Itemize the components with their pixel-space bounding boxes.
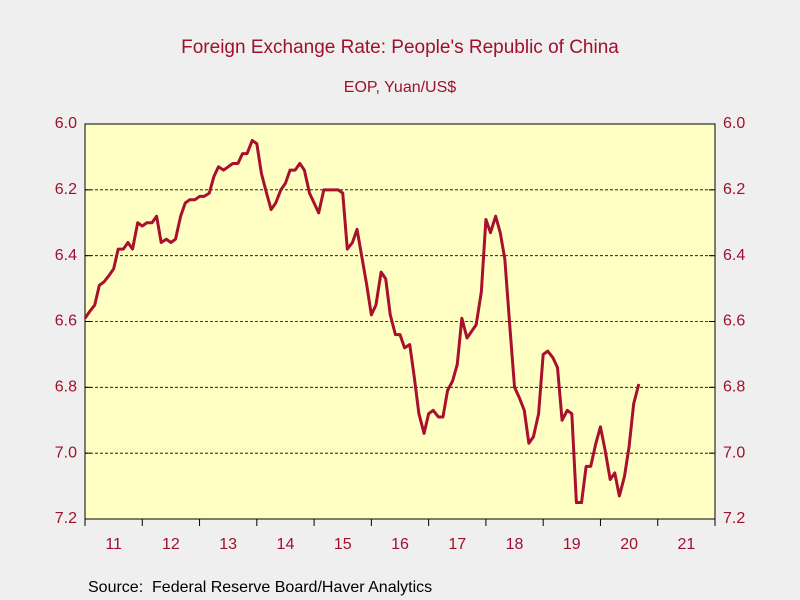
y2-tick-label: 6.6 <box>723 313 745 330</box>
x-tick-label: 14 <box>277 536 295 553</box>
y2-tick-label: 6.0 <box>723 115 745 132</box>
x-tick-label: 17 <box>448 536 466 553</box>
y2-tick-label: 6.8 <box>723 379 745 396</box>
source-note: Source: Federal Reserve Board/Haver Anal… <box>88 579 432 596</box>
x-tick-label: 19 <box>563 536 581 553</box>
x-tick-label: 20 <box>620 536 638 553</box>
chart-subtitle: EOP, Yuan/US$ <box>344 79 456 96</box>
y-tick-label: 6.0 <box>55 115 77 132</box>
y-tick-label: 6.8 <box>55 379 77 396</box>
x-tick-label: 12 <box>162 536 180 553</box>
x-tick-label: 11 <box>105 536 122 553</box>
x-tick-label: 21 <box>677 536 695 553</box>
data-line <box>83 138 641 505</box>
y-tick-label: 7.2 <box>55 510 77 527</box>
x-tick-label: 15 <box>334 536 352 553</box>
y2-tick-label: 6.2 <box>723 181 745 198</box>
y-tick-label: 6.6 <box>55 313 77 330</box>
y-tick-label: 7.0 <box>55 444 77 461</box>
y2-tick-label: 7.0 <box>723 444 745 461</box>
chart-title: Foreign Exchange Rate: People's Republic… <box>181 37 619 58</box>
y2-tick-label: 6.4 <box>723 247 745 264</box>
x-tick-label: 16 <box>391 536 409 553</box>
y2-tick-label: 7.2 <box>723 510 745 527</box>
x-tick-label: 18 <box>506 536 524 553</box>
x-tick-label: 13 <box>219 536 237 553</box>
y-tick-label: 6.4 <box>55 247 77 264</box>
y-tick-label: 6.2 <box>55 181 77 198</box>
